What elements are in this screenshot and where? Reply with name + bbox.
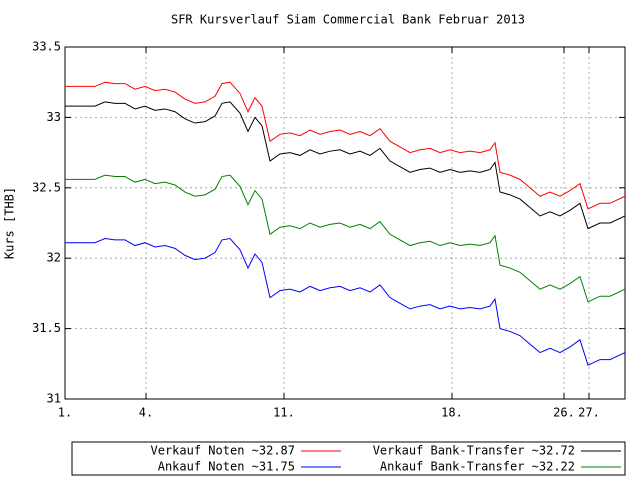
legend-box <box>71 441 626 476</box>
series-line <box>65 101 626 230</box>
x-tick-label: 4. <box>139 406 153 420</box>
y-tick-label: 33.5 <box>32 40 61 54</box>
x-tick-label: 11. <box>273 406 295 420</box>
chart-title: SFR Kursverlauf Siam Commercial Bank Feb… <box>171 13 525 27</box>
x-tick-label: 1. <box>58 406 72 420</box>
x-tick-label: 27. <box>578 406 600 420</box>
y-axis-label: Kurs [THB] <box>3 187 17 259</box>
y-tick-label: 32 <box>47 251 61 265</box>
series-line <box>65 237 626 366</box>
legend-label: Ankauf Noten ~31.75 <box>158 460 295 474</box>
y-tick-label: 32.5 <box>32 180 61 194</box>
y-tick-label: 31 <box>47 392 61 406</box>
legend-label: Ankauf Bank-Transfer ~32.22 <box>380 460 575 474</box>
legend-label: Verkauf Noten ~32.87 <box>151 444 296 458</box>
series-line <box>65 81 626 210</box>
series-line <box>65 174 626 303</box>
y-tick-label: 31.5 <box>32 321 61 335</box>
legend-label: Verkauf Bank-Transfer ~32.72 <box>373 444 575 458</box>
x-tick-label: 26. <box>553 406 575 420</box>
plot-frame <box>64 46 626 400</box>
y-tick-label: 33 <box>47 110 61 124</box>
x-tick-label: 18. <box>441 406 463 420</box>
